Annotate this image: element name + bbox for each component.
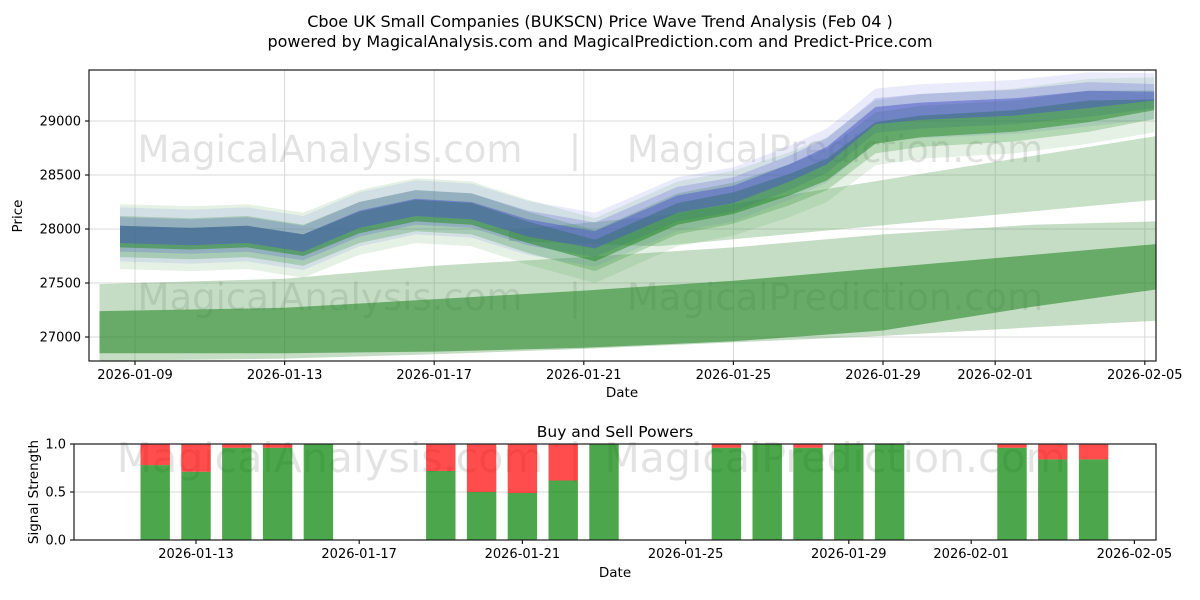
bar-segment-sell (548, 444, 578, 481)
y-tick-label: 0.0 (45, 534, 66, 549)
x-tick-label: 2026-01-21 (546, 368, 622, 383)
y-tick-label: 27000 (40, 331, 81, 346)
bar-segment-sell (466, 444, 497, 492)
bar-segment-buy (752, 444, 782, 540)
bar-segment-sell (262, 444, 293, 448)
top-chart-bands (99, 72, 1156, 361)
top-y-axis-label: Price (10, 200, 26, 233)
x-tick-label: 2026-01-25 (696, 368, 772, 383)
bar-segment-sell (222, 444, 252, 448)
bar-segment-sell (793, 444, 823, 448)
y-tick-label: 28500 (40, 169, 81, 184)
bar-segment-buy (834, 444, 864, 540)
bar-segment-buy (548, 480, 578, 540)
bar-segment-buy (1038, 459, 1068, 540)
bar-segment-buy (874, 444, 905, 540)
x-tick-label: 2026-01-09 (97, 368, 173, 383)
bottom-y-axis-label: Signal Strength (26, 440, 42, 544)
y-tick-label: 27500 (40, 277, 81, 292)
bar-segment-buy (1078, 459, 1109, 540)
top-x-axis-label: Date (606, 385, 638, 401)
bar-segment-buy (997, 447, 1027, 540)
bar-segment-buy (466, 492, 497, 540)
top-chart-axes: 27000 27500 28000 28500 29000 2026-01-09 2026-… (40, 69, 1183, 383)
bar-segment-sell (140, 444, 170, 466)
band-wave-blue-core (120, 90, 1155, 252)
x-tick-label: 2026-02-01 (933, 547, 1009, 562)
watermark-separator: | (569, 128, 581, 171)
bar-segment-sell (711, 444, 742, 448)
bar-segment-sell (1038, 444, 1068, 460)
x-tick-label: 2026-02-01 (957, 368, 1033, 383)
bar-segment-buy (262, 447, 293, 540)
bar-segment-sell (997, 444, 1027, 448)
bottom-chart-bars (140, 444, 1109, 540)
x-tick-label: 2026-01-29 (811, 547, 887, 562)
bottom-chart-axes: 0.0 0.5 1.0 2026-01-13 2026-01-17 2026-01-21 2… (45, 438, 1172, 563)
bottom-chart-title: Buy and Sell Powers (537, 423, 694, 441)
bar-segment-sell (426, 444, 456, 471)
bar-segment-buy (303, 444, 334, 540)
x-tick-label: 2026-01-17 (396, 368, 472, 383)
x-tick-label: 2026-02-05 (1097, 547, 1173, 562)
bar-segment-sell (1078, 444, 1109, 460)
x-tick-label: 2026-01-13 (158, 547, 234, 562)
bar-segment-buy (507, 493, 538, 540)
x-tick-label: 2026-01-13 (247, 368, 323, 383)
x-tick-label: 2026-01-17 (321, 547, 397, 562)
bar-segment-buy (181, 471, 211, 540)
x-tick-label: 2026-01-21 (485, 547, 561, 562)
y-tick-label: 29000 (40, 115, 81, 130)
bar-segment-buy (711, 447, 742, 540)
top-plot-frame (88, 69, 1157, 362)
bar-segment-buy (589, 444, 619, 540)
y-tick-label: 28000 (40, 223, 81, 238)
bar-segment-buy (426, 470, 456, 540)
bar-segment-buy (140, 465, 170, 540)
watermark-text-left: MagicalAnalysis.com (138, 128, 523, 171)
figure-title-line1: Cboe UK Small Companies (BUKSCN) Price W… (307, 12, 893, 31)
bar-segment-sell (181, 444, 211, 472)
band-lower-channel-dark (99, 244, 1156, 354)
bar-segment-buy (793, 447, 823, 540)
y-tick-label: 1.0 (45, 438, 66, 453)
figure-title-line2: powered by MagicalAnalysis.com and Magic… (267, 32, 932, 51)
y-tick-label: 0.5 (45, 486, 66, 501)
bar-segment-sell (507, 444, 538, 493)
x-tick-label: 2026-01-29 (845, 368, 921, 383)
bottom-x-axis-label: Date (599, 565, 631, 581)
x-tick-label: 2026-01-25 (648, 547, 724, 562)
bar-segment-buy (222, 447, 252, 540)
x-tick-label: 2026-02-05 (1107, 368, 1183, 383)
